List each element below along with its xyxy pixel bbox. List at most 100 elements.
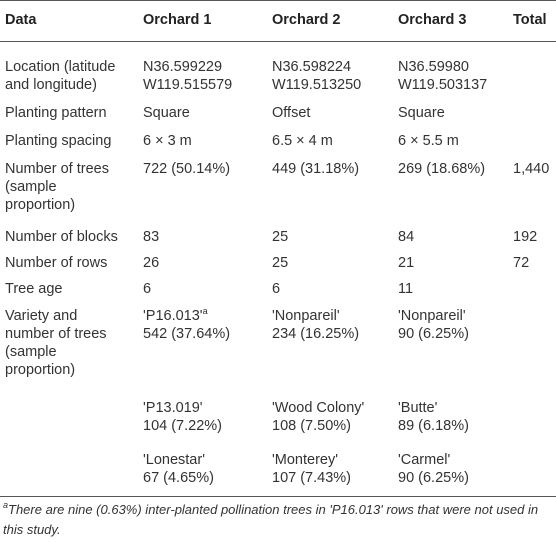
cell-text: 6 × 3 m — [143, 133, 192, 149]
cell-value: 449 (31.18%) — [272, 160, 359, 178]
cell-text: 'Nonpareil' — [272, 308, 340, 324]
cell-text: 'Lonestar' — [143, 452, 205, 468]
cell-text: 234 (16.25%) — [272, 326, 360, 342]
cell-value: N36.59980 W119.503137 — [398, 58, 487, 94]
cell-line: 542 (37.64%) — [143, 325, 230, 343]
cell-text: W119.503137 — [398, 77, 488, 93]
cell-line: 26 — [143, 254, 159, 272]
row-label: Planting spacing — [5, 132, 111, 150]
cell-value: 6.5 × 4 m — [272, 132, 333, 150]
cell-line: 6 — [143, 280, 151, 298]
cell-line: 104 (7.22%) — [143, 417, 222, 435]
cell-line: Number of blocks — [5, 228, 118, 246]
cell-value: 'P13.019' 104 (7.22%) — [143, 399, 222, 435]
column-header: Orchard 2 — [272, 12, 341, 28]
note-ref: a — [202, 306, 208, 316]
cell-text: 26 — [143, 255, 160, 271]
cell-line: 'P16.013'a — [143, 307, 230, 325]
cell-line: Square — [398, 104, 445, 122]
cell-line: 84 — [398, 228, 414, 246]
top-rule — [0, 0, 556, 1]
cell-text: 67 (4.65%) — [143, 470, 214, 486]
cell-text: 6 × 5.5 m — [398, 133, 459, 149]
cell-line: Location (latitude — [5, 58, 115, 76]
row-label: Tree age — [5, 280, 63, 298]
cell-value: 6 × 3 m — [143, 132, 192, 150]
cell-text: 90 (6.25%) — [398, 470, 469, 486]
cell-value: Square — [143, 104, 190, 122]
row-label: Number of trees (sample proportion) — [5, 160, 109, 214]
cell-text: Tree age — [5, 281, 63, 297]
cell-value: 72 — [513, 254, 529, 272]
cell-text: 21 — [398, 255, 415, 271]
cell-line: 722 (50.14%) — [143, 160, 230, 178]
cell-value: 722 (50.14%) — [143, 160, 230, 178]
cell-line: 25 — [272, 254, 288, 272]
cell-text: Offset — [272, 105, 311, 121]
cell-text: proportion) — [5, 362, 76, 378]
cell-text: 25 — [272, 255, 289, 271]
cell-value: N36.598224 W119.513250 — [272, 58, 361, 94]
row-label: Number of blocks — [5, 228, 118, 246]
cell-line: Planting pattern — [5, 104, 107, 122]
cell-value: 'Nonpareil' 234 (16.25%) — [272, 307, 359, 343]
cell-text: number of trees — [5, 326, 107, 342]
cell-text: 542 (37.64%) — [143, 326, 231, 342]
cell-text: Planting pattern — [5, 105, 107, 121]
cell-line: N36.599229 — [143, 58, 232, 76]
cell-text: Square — [398, 105, 445, 121]
cell-value: 'P16.013'a 542 (37.64%) — [143, 307, 230, 343]
cell-text: and longitude) — [5, 77, 97, 93]
cell-text: 192 — [513, 229, 538, 245]
cell-line: 83 — [143, 228, 159, 246]
footnote: aThere are nine (0.63%) inter-planted po… — [3, 500, 553, 540]
cell-text: 90 (6.25%) — [398, 326, 469, 342]
cell-line: (sample — [5, 178, 109, 196]
cell-line: 72 — [513, 254, 529, 272]
cell-text: Square — [143, 105, 190, 121]
cell-line: 108 (7.50%) — [272, 417, 364, 435]
cell-value: 83 — [143, 228, 159, 246]
cell-line: 89 (6.18%) — [398, 417, 469, 435]
cell-text: Number of trees — [5, 161, 109, 177]
cell-text: 'Monterey' — [272, 452, 338, 468]
cell-value: 6 — [272, 280, 280, 298]
cell-line: 25 — [272, 228, 288, 246]
cell-line: 1,440 — [513, 160, 549, 178]
cell-value: 1,440 — [513, 160, 549, 178]
cell-value: 11 — [398, 280, 413, 298]
cell-line: 6 — [272, 280, 280, 298]
cell-text: W119.515579 — [143, 77, 233, 93]
cell-text: Number of blocks — [5, 229, 118, 245]
cell-text: 'Carmel' — [398, 452, 451, 468]
cell-line: 449 (31.18%) — [272, 160, 359, 178]
footnote-marker: a — [3, 500, 9, 510]
cell-text: 89 (6.18%) — [398, 418, 469, 434]
cell-line: 'Lonestar' — [143, 451, 214, 469]
cell-text: 6.5 × 4 m — [272, 133, 333, 149]
cell-value: 'Carmel' 90 (6.25%) — [398, 451, 469, 487]
footnote-text: There are nine (0.63%) inter-planted pol… — [3, 502, 539, 537]
cell-value: 'Butte' 89 (6.18%) — [398, 399, 469, 435]
cell-text: 108 (7.50%) — [272, 418, 351, 434]
cell-value: 192 — [513, 228, 537, 246]
cell-text: 'Nonpareil' — [398, 308, 466, 324]
cell-value: Offset — [272, 104, 310, 122]
cell-value: 6 × 5.5 m — [398, 132, 459, 150]
cell-line: Planting spacing — [5, 132, 111, 150]
cell-text: 449 (31.18%) — [272, 161, 360, 177]
cell-text: 83 — [143, 229, 160, 245]
cell-value: 26 — [143, 254, 159, 272]
cell-text: N36.59980 — [398, 59, 469, 75]
cell-line: proportion) — [5, 361, 107, 379]
cell-line: 6 × 3 m — [143, 132, 192, 150]
cell-line: 'Monterey' — [272, 451, 351, 469]
cell-line: W119.503137 — [398, 76, 487, 94]
cell-value: 21 — [398, 254, 414, 272]
cell-value: 'Monterey' 107 (7.43%) — [272, 451, 351, 487]
cell-value: 25 — [272, 254, 288, 272]
cell-line: 90 (6.25%) — [398, 325, 469, 343]
cell-text: proportion) — [5, 197, 76, 213]
cell-text: (sample — [5, 179, 57, 195]
